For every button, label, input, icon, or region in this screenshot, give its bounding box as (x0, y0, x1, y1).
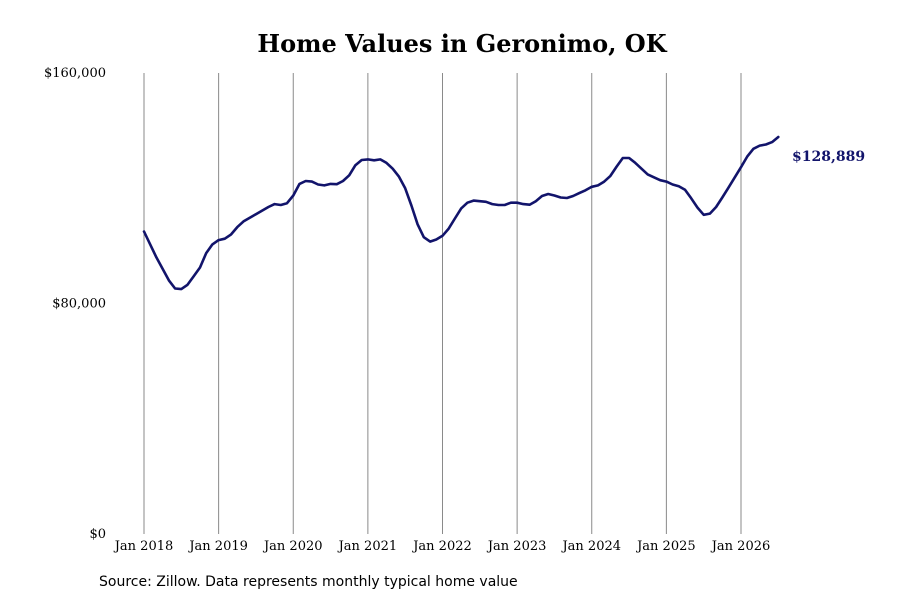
x-tick-label: Jan 2026 (710, 539, 771, 554)
x-tick-label: Jan 2021 (337, 539, 398, 554)
series-layer (142, 135, 780, 291)
x-tick-label: Jan 2022 (411, 539, 472, 554)
x-tick-label: Jan 2024 (560, 539, 621, 554)
latest-value-label: $128,889 (792, 149, 865, 165)
y-tick-label: $160,000 (44, 66, 106, 81)
y-tick-label: $80,000 (52, 297, 106, 312)
x-axis: Jan 2018 Jan 2019 Jan 2020 Jan 2021 Jan 2022… (113, 539, 771, 554)
x-tick-label: Jan 2020 (262, 539, 323, 554)
gridlines (143, 73, 742, 534)
x-tick-label: Jan 2018 (113, 539, 174, 554)
x-tick-label: Jan 2025 (635, 539, 696, 554)
chart-title: Home Values in Geronimo, OK (257, 29, 667, 58)
home-value-line (142, 135, 780, 291)
y-axis: $0 $80,000 $160,000 (44, 66, 106, 542)
y-tick-label: $0 (89, 527, 106, 542)
x-tick-label: Jan 2019 (187, 539, 248, 554)
source-note: Source: Zillow. Data represents monthly … (99, 574, 518, 590)
x-tick-label: Jan 2023 (486, 539, 547, 554)
